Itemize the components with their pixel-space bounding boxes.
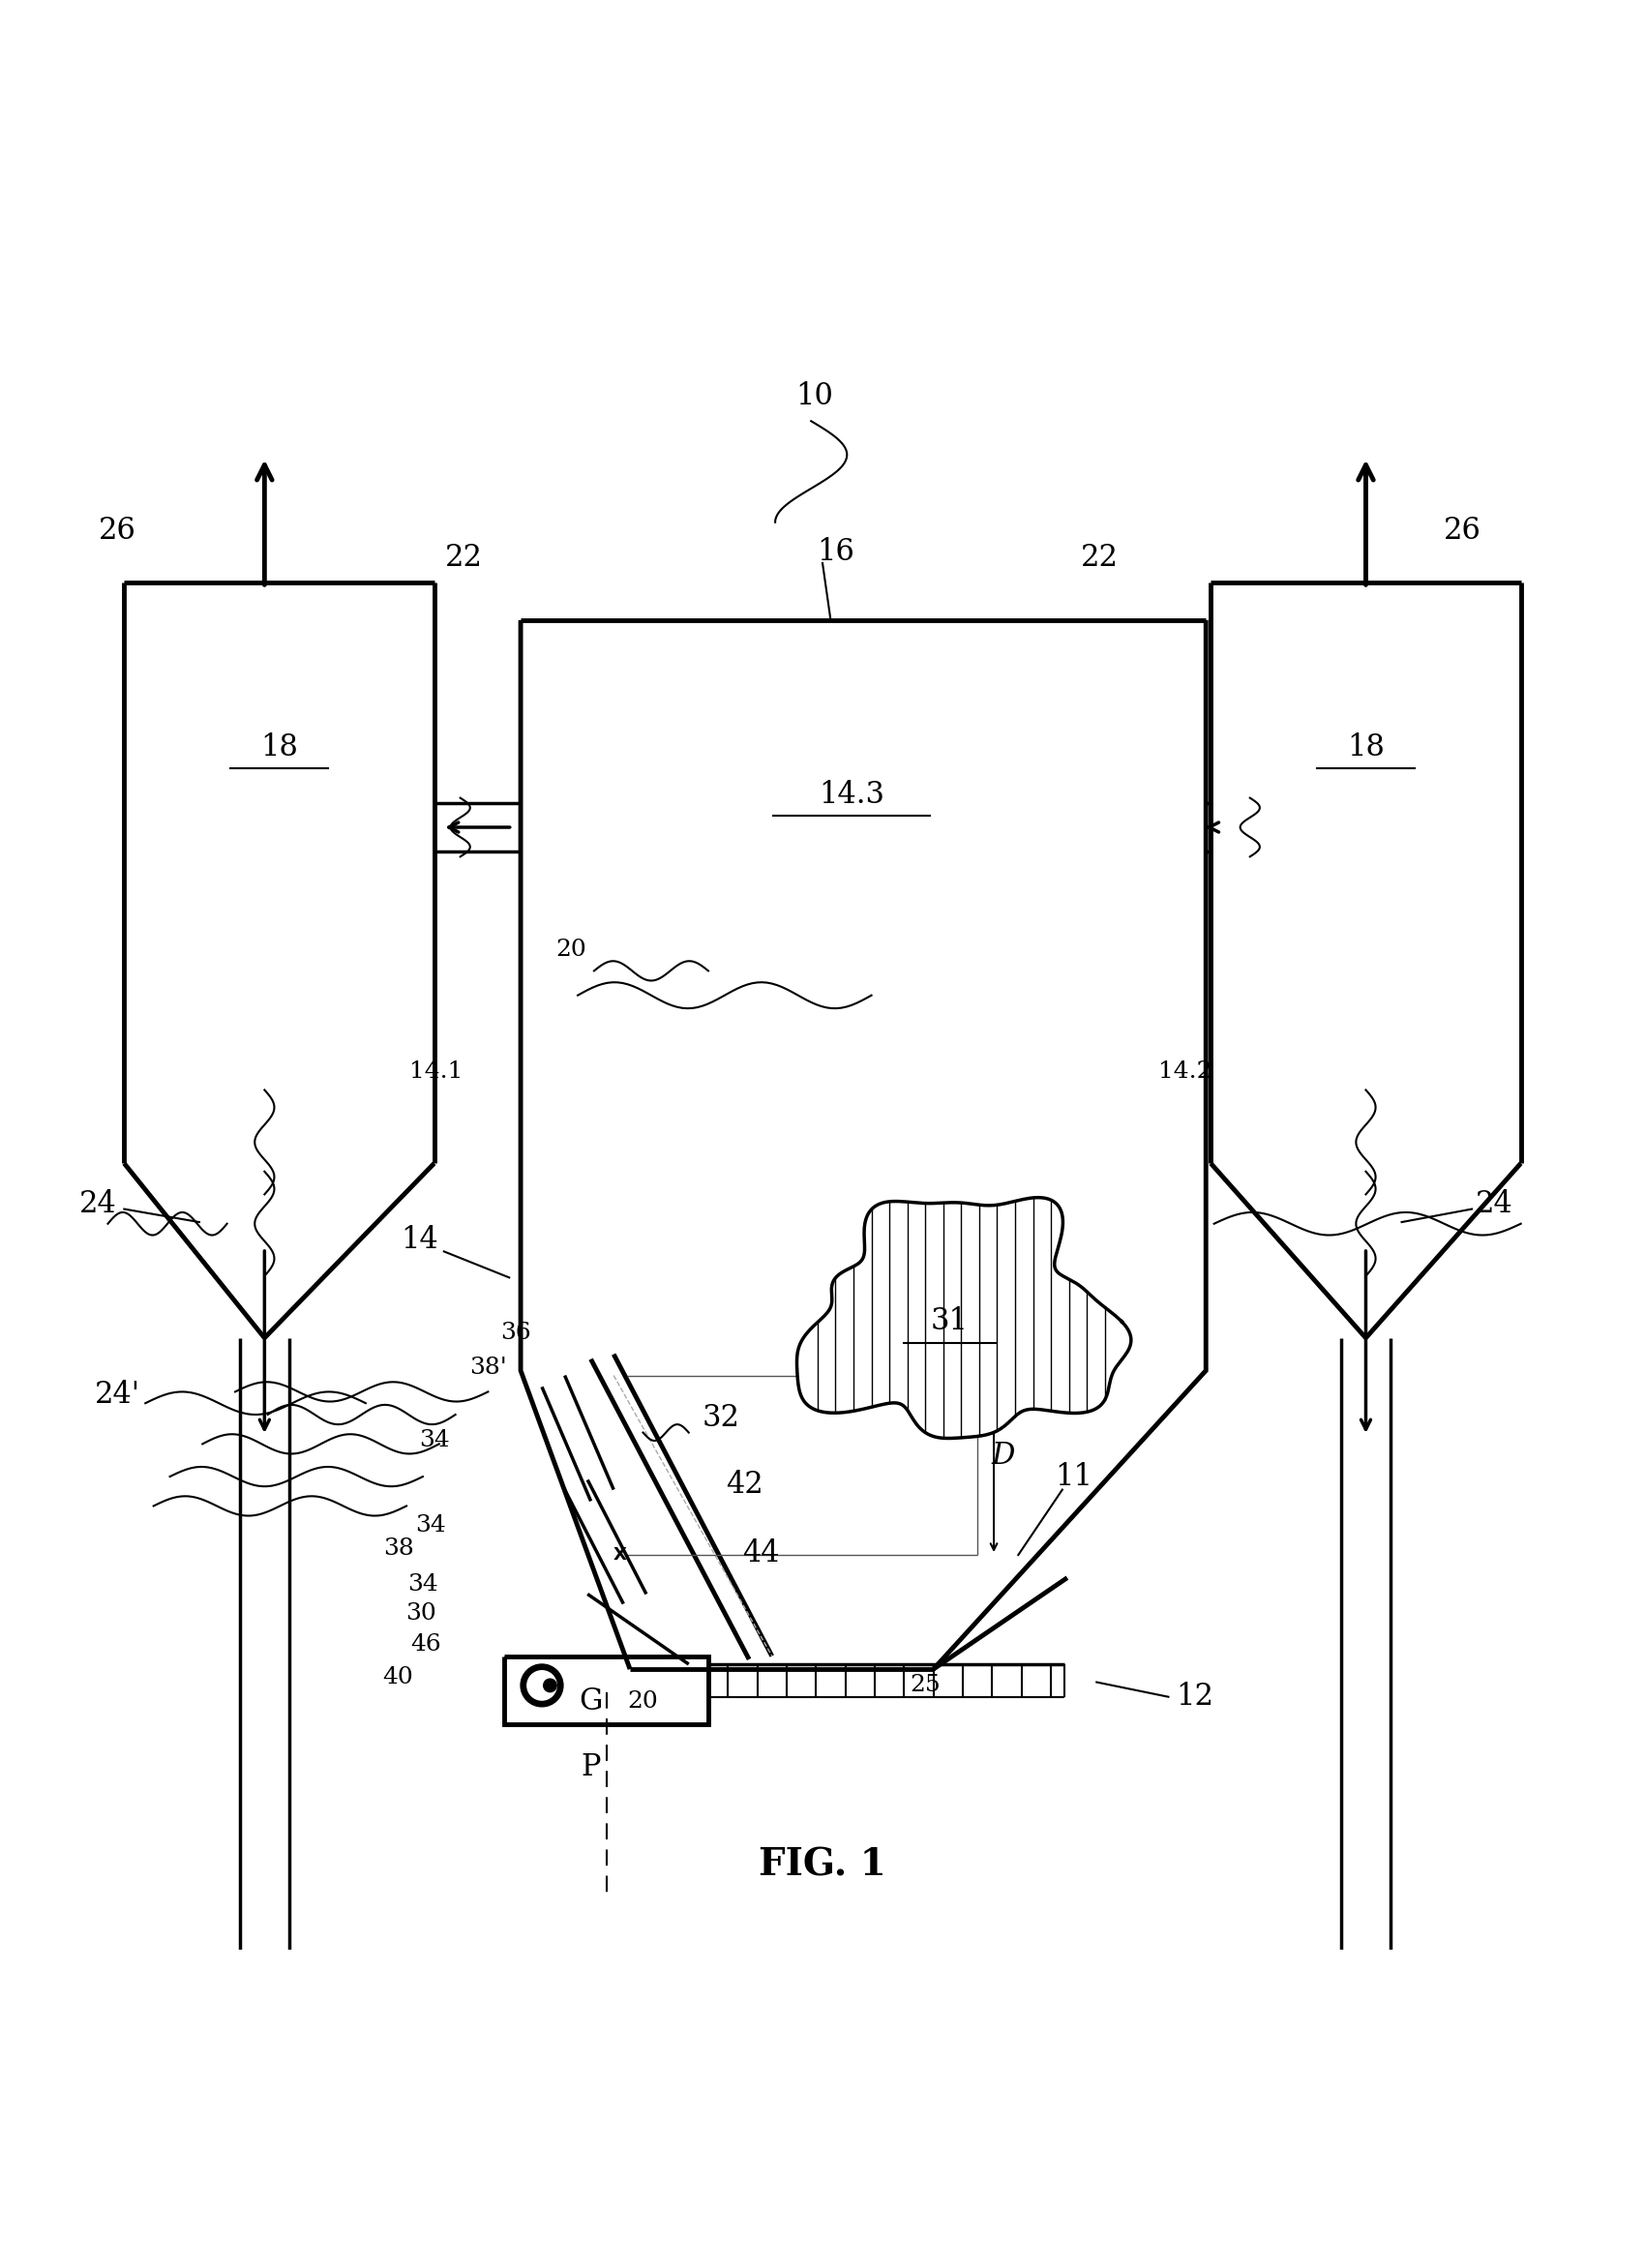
Text: 11: 11 bbox=[1054, 1461, 1092, 1492]
Text: D: D bbox=[992, 1440, 1015, 1470]
Text: 26: 26 bbox=[1443, 515, 1481, 544]
Text: FIG. 1: FIG. 1 bbox=[758, 1846, 887, 1882]
Text: 34: 34 bbox=[419, 1429, 449, 1452]
Text: 24: 24 bbox=[79, 1188, 117, 1220]
Polygon shape bbox=[796, 1198, 1132, 1438]
Text: 18: 18 bbox=[1347, 733, 1385, 762]
Text: 26: 26 bbox=[99, 515, 137, 544]
Text: 14.2: 14.2 bbox=[1158, 1061, 1212, 1084]
Text: P: P bbox=[581, 1751, 600, 1783]
Text: 36: 36 bbox=[500, 1322, 531, 1345]
Text: G: G bbox=[579, 1687, 602, 1717]
Text: 10: 10 bbox=[796, 381, 832, 411]
Text: 25: 25 bbox=[910, 1674, 941, 1696]
Text: 14: 14 bbox=[401, 1225, 438, 1254]
Text: 34: 34 bbox=[408, 1574, 438, 1594]
Circle shape bbox=[526, 1672, 556, 1701]
Text: 22: 22 bbox=[1081, 542, 1119, 574]
Text: 14.3: 14.3 bbox=[819, 780, 885, 810]
Text: 22: 22 bbox=[444, 542, 482, 574]
Circle shape bbox=[521, 1665, 563, 1706]
Text: 24: 24 bbox=[1476, 1188, 1513, 1220]
Text: 44: 44 bbox=[742, 1538, 780, 1567]
Text: 40: 40 bbox=[383, 1667, 413, 1687]
Text: 31: 31 bbox=[931, 1306, 969, 1336]
Text: 42: 42 bbox=[725, 1470, 763, 1499]
Text: 34: 34 bbox=[416, 1515, 446, 1538]
Text: 20: 20 bbox=[556, 939, 587, 962]
Circle shape bbox=[543, 1678, 556, 1692]
Text: 30: 30 bbox=[406, 1603, 436, 1624]
Text: 24': 24' bbox=[95, 1379, 140, 1411]
Text: 32: 32 bbox=[702, 1404, 740, 1433]
Text: 14.1: 14.1 bbox=[410, 1061, 462, 1084]
Text: 12: 12 bbox=[1176, 1683, 1214, 1712]
Text: 38': 38' bbox=[469, 1356, 507, 1379]
Text: 46: 46 bbox=[411, 1633, 441, 1656]
Text: X: X bbox=[614, 1547, 627, 1563]
Text: 16: 16 bbox=[818, 538, 854, 567]
Text: 38: 38 bbox=[383, 1538, 413, 1560]
Text: 20: 20 bbox=[628, 1690, 658, 1712]
Text: 18: 18 bbox=[260, 733, 298, 762]
